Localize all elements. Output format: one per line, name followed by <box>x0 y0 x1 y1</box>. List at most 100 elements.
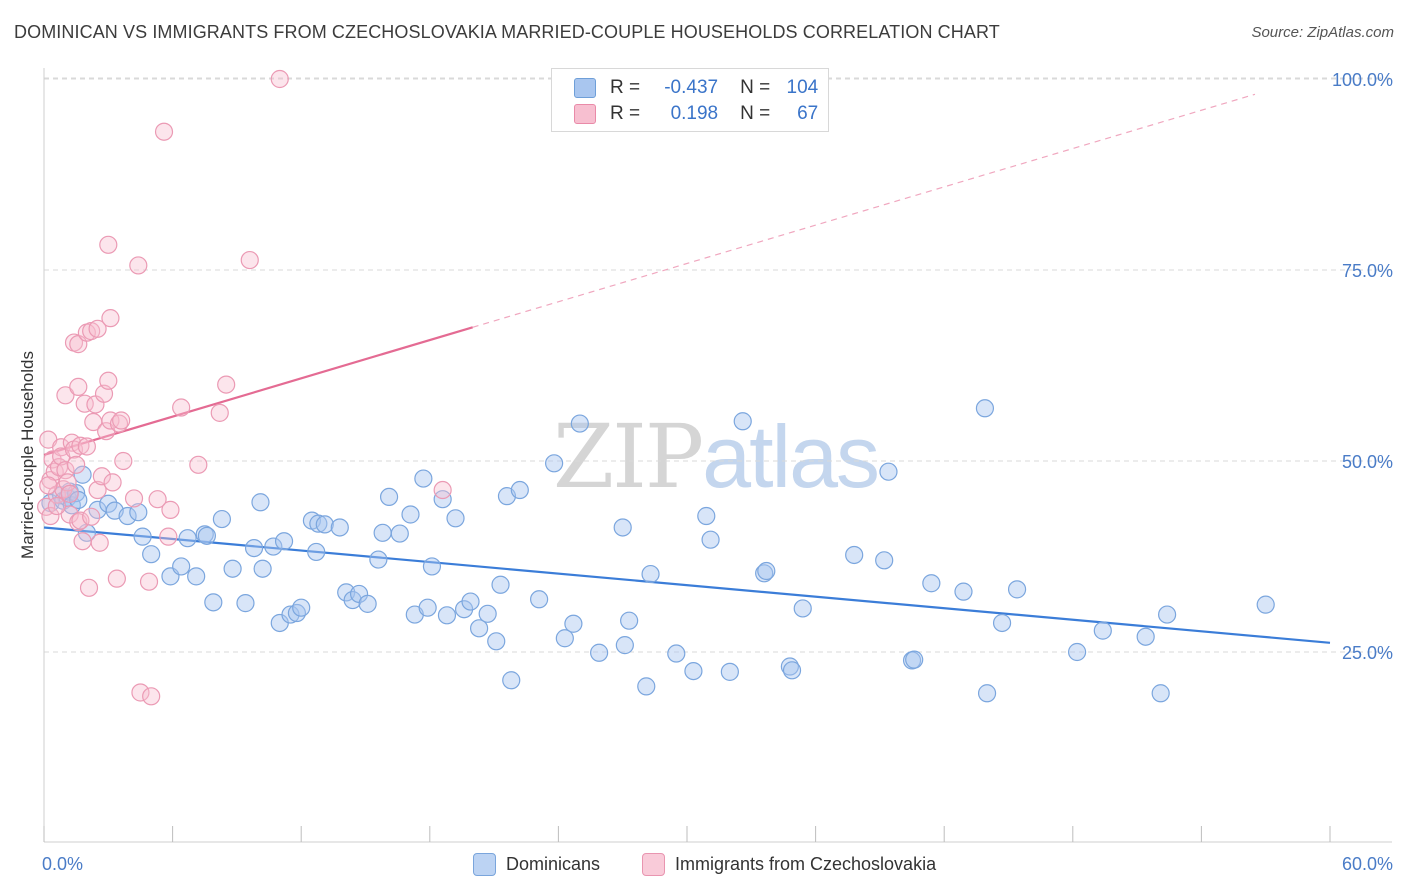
point-dominicans <box>454 600 474 619</box>
point-czechoslovakia <box>99 235 118 254</box>
point-czechoslovakia <box>114 451 133 471</box>
point-dominicans <box>178 529 197 548</box>
point-dominicans <box>197 526 216 545</box>
point-dominicans <box>73 465 92 484</box>
bottom-legend-swatch-blue <box>473 852 496 876</box>
point-czechoslovakia <box>139 572 159 591</box>
point-dominicans <box>212 509 231 529</box>
point-czechoslovakia <box>99 371 118 390</box>
trend-line-czechoslovakia <box>43 326 473 456</box>
bottom-legend-swatch-pink <box>642 852 665 876</box>
point-dominicans <box>437 606 457 625</box>
point-dominicans <box>720 662 739 681</box>
point-dominicans <box>684 661 703 681</box>
point-dominicans <box>1256 595 1275 614</box>
point-czechoslovakia <box>270 69 289 89</box>
watermark-atlas: atlas <box>702 407 880 506</box>
point-dominicans <box>236 594 255 613</box>
point-czechoslovakia <box>82 507 101 526</box>
point-dominicans <box>373 523 392 542</box>
point-dominicans <box>954 582 973 601</box>
point-czechoslovakia <box>240 250 259 270</box>
point-czechoslovakia <box>433 480 452 500</box>
point-czechoslovakia <box>39 476 58 495</box>
bottom-legend-dominicans: Dominicans <box>473 851 600 877</box>
point-czechoslovakia <box>67 455 86 474</box>
point-czechoslovakia <box>148 490 167 509</box>
point-dominicans <box>1007 580 1027 599</box>
point-czechoslovakia <box>90 533 109 552</box>
point-dominicans <box>530 590 549 609</box>
point-dominicans <box>977 684 997 703</box>
point-czechoslovakia <box>142 687 161 706</box>
bottom-legend-czechoslovakia: Immigrants from Czechoslovakia <box>642 851 936 877</box>
point-dominicans <box>620 611 639 630</box>
legend-row-czechoslovakia: R = 0.198 N = 67 <box>574 101 818 127</box>
point-czechoslovakia <box>109 414 129 433</box>
point-dominicans <box>369 550 388 569</box>
point-dominicans <box>118 506 137 526</box>
point-czechoslovakia <box>71 511 90 530</box>
point-dominicans <box>264 537 283 556</box>
point-dominicans <box>1151 684 1170 703</box>
point-czechoslovakia <box>92 467 111 486</box>
point-dominicans <box>422 557 442 576</box>
point-dominicans <box>755 564 774 583</box>
grid-lines <box>44 77 1392 653</box>
point-dominicans <box>875 551 894 570</box>
point-czechoslovakia <box>129 256 148 275</box>
point-czechoslovakia <box>107 569 126 588</box>
point-dominicans <box>446 509 465 528</box>
point-czechoslovakia <box>88 480 107 500</box>
trend-lines <box>43 93 1331 644</box>
point-dominicans <box>793 599 812 618</box>
point-dominicans <box>292 598 311 617</box>
legend-r-value: 0.198 <box>670 103 719 124</box>
point-czechoslovakia <box>79 578 99 597</box>
legend-n-value: 67 <box>797 103 819 124</box>
watermark: ZIPatlas <box>553 405 880 508</box>
y-tick-label: 25.0% <box>1342 643 1393 663</box>
point-dominicans <box>1136 627 1155 646</box>
legend-n-label: N = <box>740 77 771 98</box>
point-dominicans <box>129 503 148 522</box>
point-czechoslovakia <box>103 473 122 492</box>
point-dominicans <box>564 614 583 633</box>
bottom-legend-label: Dominicans <box>506 853 601 874</box>
data-points <box>37 69 1275 706</box>
legend-r-label: R = <box>610 103 641 124</box>
point-dominicans <box>701 530 720 549</box>
point-dominicans <box>281 605 300 624</box>
point-dominicans <box>733 412 752 431</box>
point-dominicans <box>379 487 399 507</box>
point-dominicans <box>414 469 433 488</box>
point-czechoslovakia <box>71 436 90 455</box>
point-czechoslovakia <box>131 683 150 702</box>
point-czechoslovakia <box>73 532 92 551</box>
legend-swatch-blue <box>574 78 596 98</box>
point-dominicans <box>187 567 206 586</box>
y-tick-label: 100.0% <box>1332 70 1393 90</box>
point-dominicans <box>469 619 489 638</box>
point-czechoslovakia <box>112 411 131 430</box>
legend-n-label: N = <box>740 103 771 124</box>
point-dominicans <box>975 399 995 418</box>
point-dominicans <box>1067 642 1087 662</box>
point-czechoslovakia <box>69 377 88 396</box>
point-dominicans <box>307 542 326 562</box>
point-dominicans <box>510 480 529 500</box>
point-dominicans <box>641 564 660 584</box>
point-dominicans <box>358 594 377 613</box>
point-czechoslovakia <box>41 506 60 526</box>
x-tick-label: 60.0% <box>1342 854 1393 874</box>
point-dominicans <box>401 505 420 524</box>
point-dominicans <box>433 490 452 509</box>
point-dominicans <box>390 524 409 543</box>
point-czechoslovakia <box>217 375 236 394</box>
point-dominicans <box>315 515 334 534</box>
legend-r-value: -0.437 <box>664 77 719 98</box>
point-czechoslovakia <box>58 473 77 492</box>
point-dominicans <box>502 671 521 690</box>
point-czechoslovakia <box>154 122 174 141</box>
